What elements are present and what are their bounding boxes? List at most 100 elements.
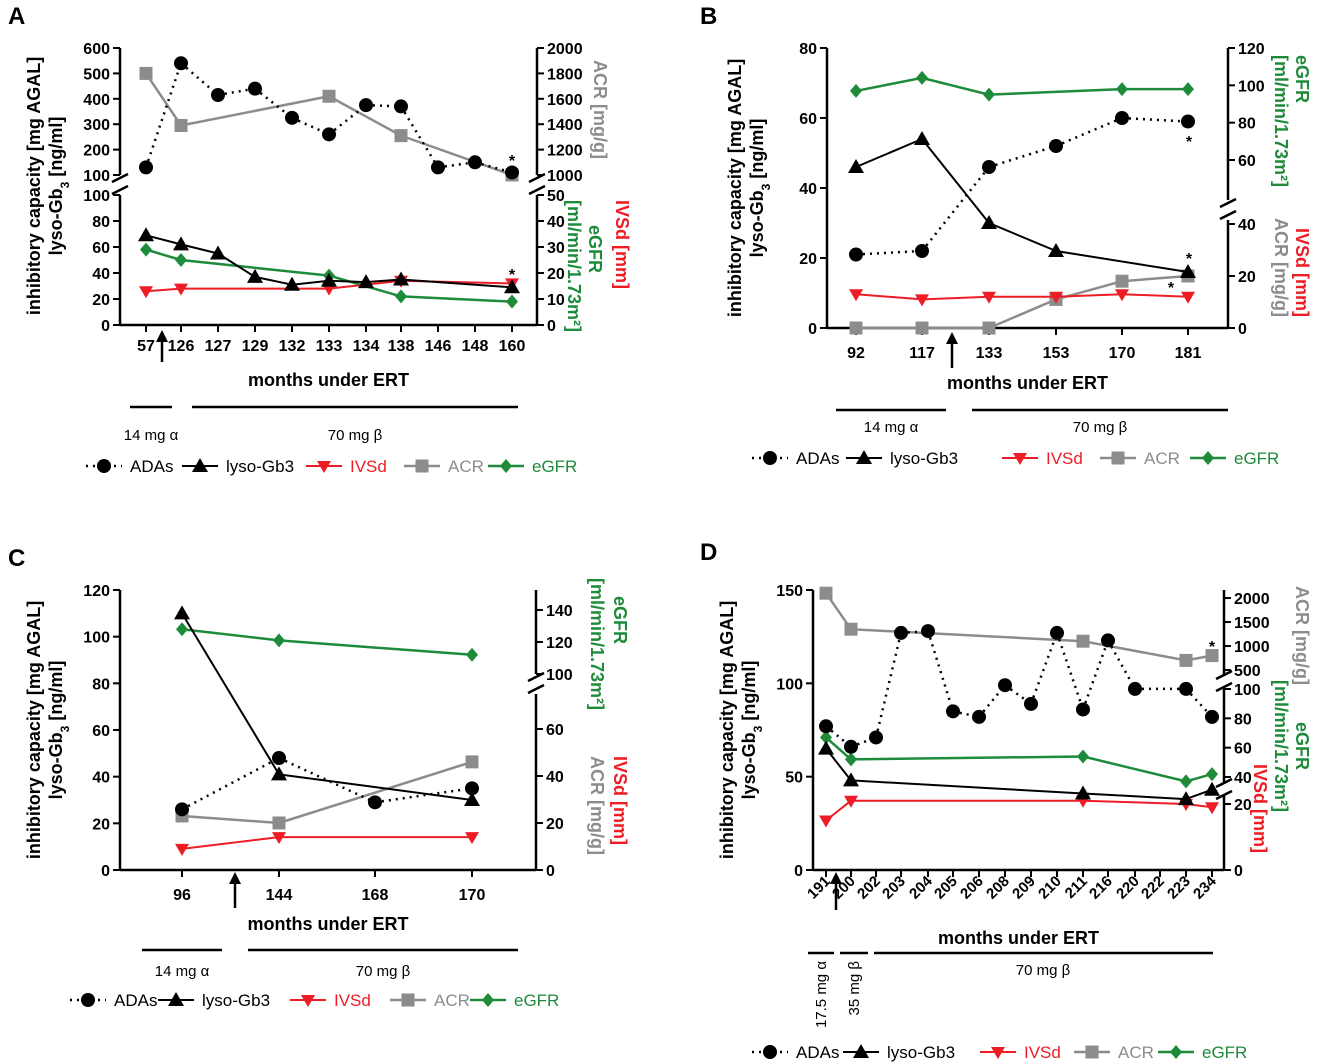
data-point-ADAs [465, 781, 479, 796]
legend-label-eGFR: eGFR [1234, 449, 1279, 468]
axis-break [1215, 681, 1233, 693]
data-point-ADAs [272, 751, 286, 765]
legend-marker-ACR [1111, 451, 1125, 465]
data-point-ADAs [849, 247, 863, 262]
data-point-ADAs [368, 795, 382, 810]
data-point-eGFR [820, 730, 832, 745]
data-point-ADAs [946, 704, 960, 719]
axis-break [1219, 209, 1237, 221]
left-tick-label: 500 [83, 66, 110, 83]
dose-label: 14 mg α [155, 963, 210, 980]
left-axis-label-line2: lyso-Gb3 [ng/ml] [739, 661, 765, 800]
right-tick-label: 1800 [547, 66, 583, 83]
acr-axis-label: ACR [mg/g] [1271, 218, 1291, 317]
data-point-IVSd [175, 843, 189, 856]
data-point-lyso-Gb3 [210, 245, 226, 260]
x-axis-label: months under ERT [938, 928, 1099, 948]
data-point-eGFR [466, 647, 478, 662]
legend-label-IVSd: IVSd [1024, 1043, 1061, 1062]
series-line-lyso-Gb3 [291, 279, 330, 286]
dose-label: 35 mg β [846, 961, 863, 1016]
ivsd-axis-label: IVSd [mm] [1292, 228, 1312, 317]
series-line-ADAs [988, 144, 1057, 169]
legend-label-lyso-Gb3: lyso-Gb3 [890, 449, 958, 468]
left-tick-label: 40 [92, 770, 110, 787]
legend-label-eGFR: eGFR [514, 991, 559, 1010]
data-point-lyso-Gb3 [321, 272, 337, 287]
data-point-ADAs [139, 160, 153, 175]
series-line-ACR [1082, 639, 1187, 662]
data-point-IVSd [272, 832, 286, 845]
data-point-ADAs [174, 56, 188, 71]
egfr-axis-label: eGFR [1292, 722, 1312, 770]
acr-axis-label: ACR [mg/g] [590, 60, 610, 159]
data-point-ADAs [285, 110, 299, 125]
right-tick-label: 40 [1234, 770, 1252, 787]
series-line-IVSd [855, 293, 923, 301]
axis-break [1215, 777, 1233, 789]
series-line-lyso-Gb3 [181, 612, 280, 775]
x-tick-label: 153 [1043, 345, 1070, 362]
legend-label-ADAs: ADAs [130, 457, 173, 476]
data-point-ACR [1205, 649, 1219, 663]
data-point-lyso-Gb3 [247, 268, 263, 283]
data-point-ADAs [894, 625, 908, 640]
axis-break [111, 172, 129, 184]
egfr-unit-label: [ml/min/1.73m²] [587, 578, 607, 710]
data-point-eGFR [175, 253, 187, 267]
left-tick-label: 80 [92, 214, 110, 231]
series-line-eGFR [855, 76, 923, 93]
series-line-lyso-Gb3 [328, 279, 367, 284]
data-point-eGFR [850, 83, 862, 98]
legend-label-lyso-Gb3: lyso-Gb3 [202, 991, 270, 1010]
x-tick-label: 129 [242, 338, 269, 355]
series-line-IVSd [921, 295, 990, 301]
data-point-eGFR [140, 242, 152, 257]
data-point-lyso-Gb3 [173, 236, 189, 251]
right-tick-label: 0 [1234, 863, 1243, 880]
series-line-ACR [400, 134, 513, 177]
data-point-ACR [1179, 653, 1193, 667]
data-point-ADAs [1205, 709, 1219, 724]
right-tick-label: 60 [1234, 741, 1252, 758]
right-tick-label: 20 [1234, 797, 1252, 814]
legend-label-lyso-Gb3: lyso-Gb3 [226, 457, 294, 476]
series-line-ACR [328, 95, 402, 137]
data-point-ACR [174, 118, 188, 132]
series-line-lyso-Gb3 [278, 773, 473, 801]
series-line-lyso-Gb3 [365, 278, 402, 284]
egfr-unit-label: [ml/min/1.73m²] [1271, 680, 1291, 812]
legend-marker-IVSd [317, 461, 331, 473]
left-tick-label: 20 [92, 816, 110, 833]
x-tick-label: 144 [266, 887, 293, 904]
x-axis-label: months under ERT [947, 373, 1108, 393]
data-point-ADAs [982, 160, 996, 174]
x-tick-label: 223 [1164, 873, 1194, 903]
egfr-unit-label: [ml/min/1.73m²] [1271, 55, 1291, 187]
left-tick-label: 20 [92, 292, 110, 309]
x-tick-label: 191 [804, 873, 834, 903]
ivsd-axis-label: IVSd [mm] [612, 200, 632, 289]
series-line-lyso-Gb3 [855, 138, 923, 168]
x-tick-label: 170 [1109, 345, 1136, 362]
significance-star: * [509, 267, 516, 284]
series-line-ACR [144, 72, 183, 127]
legend-label-ACR: ACR [1118, 1043, 1154, 1062]
series-line-lyso-Gb3 [180, 243, 219, 255]
data-point-ADAs [1050, 625, 1064, 640]
right-tick-label: 500 [1234, 663, 1261, 680]
legend-marker-ADAs [81, 993, 95, 1007]
data-point-lyso-Gb3 [848, 159, 864, 173]
data-point-eGFR [1206, 767, 1218, 782]
significance-star: * [1186, 251, 1193, 268]
x-tick-label: 209 [1009, 873, 1039, 903]
data-point-lyso-Gb3 [981, 215, 997, 229]
right-tick-label: 2000 [1234, 591, 1270, 608]
legend-label-ACR: ACR [434, 991, 470, 1010]
series-line-ADAs [874, 632, 903, 738]
panel-label-A: A [8, 3, 25, 30]
data-point-IVSd [1049, 291, 1063, 304]
right-tick-label: 1500 [1234, 615, 1270, 632]
data-point-ACR [1076, 634, 1090, 648]
x-tick-label: 133 [316, 338, 343, 355]
